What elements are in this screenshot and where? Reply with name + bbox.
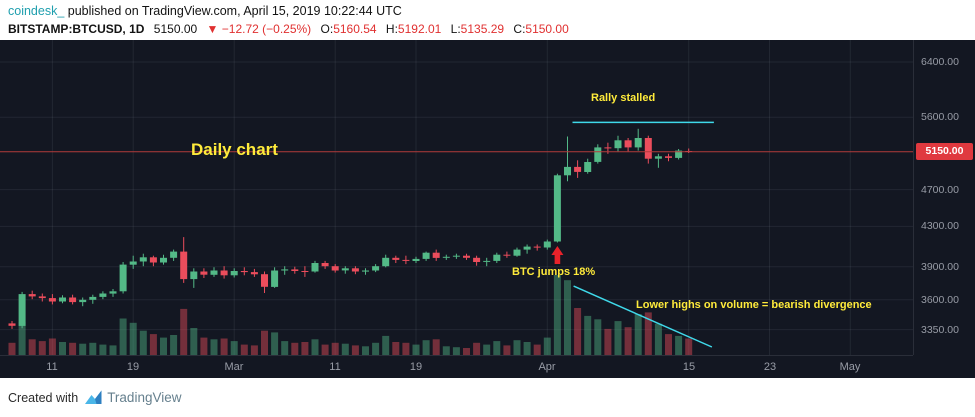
byline-user-link[interactable]: coindesk_: [8, 4, 65, 18]
annotation-btc-jumps: BTC jumps 18%: [512, 266, 596, 278]
time-tick-label: Apr: [538, 361, 556, 373]
time-tick-label: May: [839, 361, 861, 373]
symbol-label: BITSTAMP:BTCUSD, 1D: [8, 22, 145, 36]
price-tick-label: 4700.00: [921, 184, 959, 196]
price-tick-label: 6400.00: [921, 56, 959, 68]
time-axis[interactable]: 11 19 Mar 11 19 Apr 15 23 May: [0, 355, 913, 378]
time-tick-label: 23: [763, 361, 777, 373]
change-arrow-icon: ▼: [206, 22, 219, 36]
annotation-rally-stalled: Rally stalled: [591, 92, 656, 104]
price-tick-label: 3900.00: [921, 261, 959, 273]
tradingview-logo-icon: [85, 390, 103, 405]
tradingview-logo-link[interactable]: TradingView: [85, 390, 181, 405]
open-label: O:: [320, 22, 334, 36]
annotation-bearish-divergence: Lower highs on volume = bearish divergen…: [636, 299, 872, 311]
low-label: L:: [450, 22, 461, 36]
footer: Created with TradingView: [0, 378, 975, 417]
open-value: 5160.54: [333, 22, 377, 36]
last-price-badge: 5150.00: [916, 143, 973, 160]
price-tick-label: 3350.00: [921, 324, 959, 336]
close-label: C:: [513, 22, 526, 36]
low-value: 5135.29: [460, 22, 505, 36]
candlestick-plot[interactable]: [0, 40, 913, 355]
byline: coindesk_ published on TradingView.com, …: [0, 0, 975, 21]
symbol-info-bar: BITSTAMP:BTCUSD, 1D 5150.00 ▼ −12.72 (−0…: [0, 21, 975, 40]
time-tick-label: 15: [682, 361, 696, 373]
time-tick-label: 19: [126, 361, 140, 373]
annotation-daily-chart: Daily chart: [191, 140, 278, 159]
close-value: 5150.00: [525, 22, 569, 36]
time-tick-label: 19: [409, 361, 423, 373]
time-tick-label: 11: [46, 361, 58, 373]
time-tick-label: 11: [329, 361, 341, 373]
created-with-label: Created with: [8, 390, 79, 405]
chart-area[interactable]: 5150.00 6400.00 5600.00 4700.00 4300.00 3900…: [0, 40, 975, 378]
last-price: 5150.00: [153, 22, 198, 36]
time-tick-label: Mar: [224, 361, 244, 373]
high-value: 5192.01: [397, 22, 442, 36]
tradingview-wordmark: TradingView: [107, 390, 182, 405]
price-axis[interactable]: 5150.00 6400.00 5600.00 4700.00 4300.00 3900…: [913, 40, 975, 355]
price-tick-label: 3600.00: [921, 294, 959, 306]
high-label: H:: [385, 22, 398, 36]
price-tick-label: 4300.00: [921, 220, 959, 232]
change-value: −12.72 (−0.25%): [221, 22, 312, 36]
price-tick-label: 5600.00: [921, 111, 959, 123]
byline-text: published on TradingView.com, April 15, …: [64, 4, 402, 18]
